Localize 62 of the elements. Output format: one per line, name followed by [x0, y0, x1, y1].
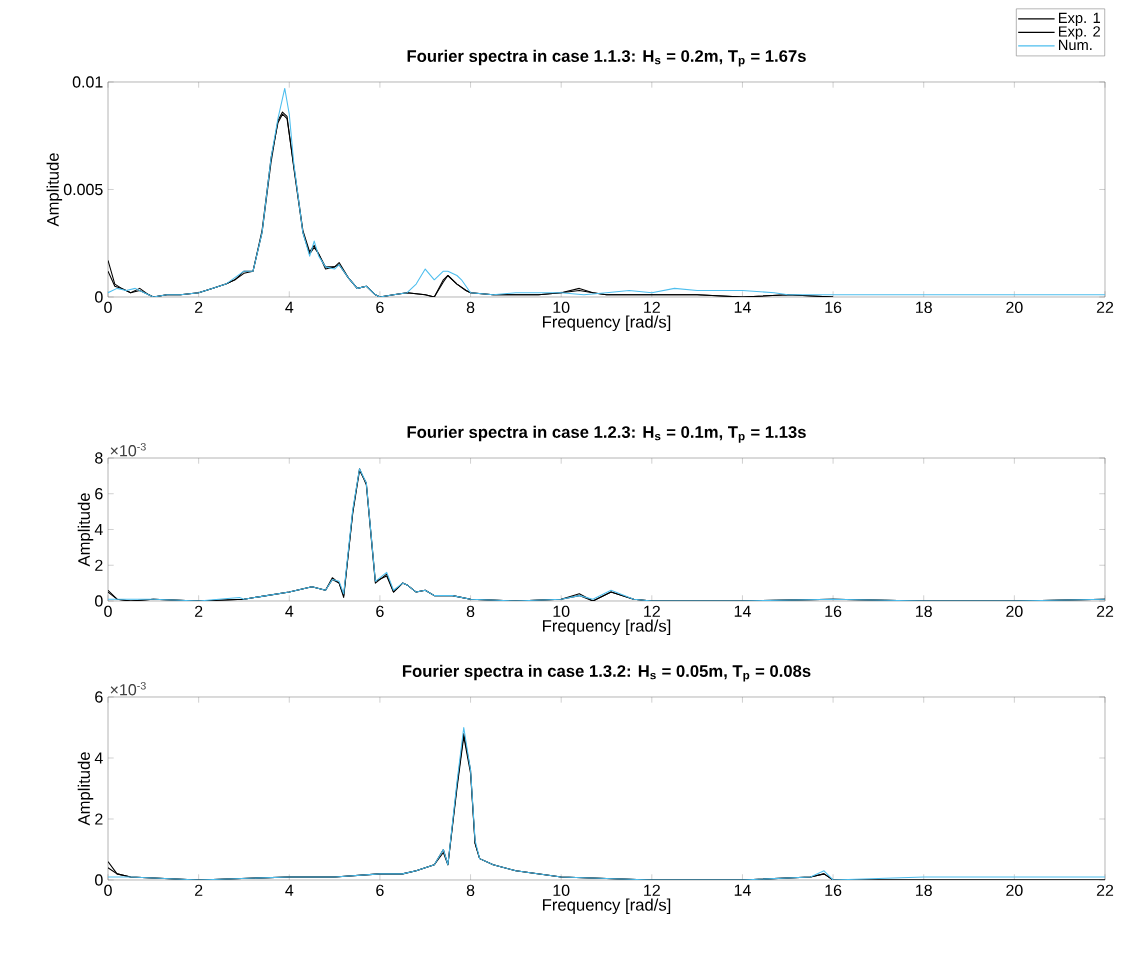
- x-tick-label: 2: [194, 884, 203, 896]
- x-tick-label: 6: [376, 301, 384, 314]
- y-tick-label: 0: [95, 595, 103, 607]
- x-tick-label: 10: [553, 884, 570, 897]
- x-axis-title: Frequency [rad/s]: [543, 315, 671, 332]
- x-axis-title: Frequency [rad/s]: [543, 898, 671, 915]
- y-axis-title: Amplitude: [46, 153, 63, 227]
- y-tick-label: 0: [95, 291, 103, 303]
- x-tick-label: 22: [1096, 884, 1114, 896]
- y-tick-label: 4: [94, 752, 103, 764]
- y-tick-label: 2: [95, 813, 103, 825]
- y-tick-label: 0: [95, 874, 103, 886]
- x-tick-label: 14: [734, 301, 751, 313]
- x-tick-label: 4: [285, 884, 294, 896]
- chart-title: Fourier spectra in case 1.2.3: H$_{s}$ = 0.1m, T$_{p}$ = 1.13s: [407, 425, 806, 443]
- x-tick-label: 12: [644, 301, 660, 313]
- x-tick-label: 10: [553, 605, 570, 618]
- x-tick-label: 16: [825, 301, 842, 314]
- x-tick-label: 14: [734, 884, 751, 896]
- legend-label: Exp. 2: [1059, 26, 1100, 40]
- x-tick-label: 8: [466, 301, 475, 314]
- x-tick-label: 0: [104, 884, 112, 897]
- chart-title: Fourier spectra in case 1.3.2: H$_{s}$ = 0.05m, T$_{p}$ = 0.08s: [402, 664, 811, 682]
- y-tick-label: 6: [95, 488, 103, 500]
- x-tick-label: 20: [1006, 605, 1023, 618]
- x-tick-label: 20: [1006, 301, 1023, 314]
- text: ×10$^{-3}$: [110, 681, 146, 696]
- x-tick-label: 8: [466, 884, 475, 897]
- x-tick-label: 14: [734, 605, 751, 617]
- x-tick-label: 20: [1006, 884, 1023, 897]
- x-tick-label: 0: [104, 301, 112, 314]
- text: ×10$^{-3}$: [110, 442, 146, 457]
- x-tick-label: 4: [285, 301, 294, 313]
- legend-label: Exp. 1: [1059, 12, 1101, 26]
- chart-title: Fourier spectra in case 1.1.3: H$_{s}$ = 0.2m, T$_{p}$ = 1.67s: [407, 49, 806, 67]
- x-axis-title: Frequency [rad/s]: [543, 619, 671, 636]
- y-tick-label: 2: [95, 559, 103, 571]
- legend-label: Num.: [1059, 39, 1092, 51]
- x-tick-label: 22: [1096, 605, 1114, 617]
- x-tick-label: 4: [285, 605, 294, 617]
- x-tick-label: 8: [466, 605, 475, 618]
- x-tick-label: 18: [916, 301, 932, 314]
- x-tick-label: 0: [104, 605, 112, 618]
- x-tick-label: 2: [194, 301, 203, 313]
- x-tick-label: 18: [916, 605, 932, 618]
- x-tick-label: 12: [644, 884, 660, 896]
- y-axis-title: Amplitude: [77, 752, 94, 826]
- y-tick-label: 6: [95, 691, 103, 703]
- x-tick-label: 18: [916, 884, 932, 897]
- x-tick-label: 16: [825, 605, 842, 618]
- x-tick-label: 6: [376, 605, 384, 618]
- y-axis-title: Amplitude: [77, 493, 94, 567]
- y-tick-label: 4: [94, 524, 103, 535]
- y-tick-label: 0.005: [63, 183, 103, 196]
- x-tick-label: 10: [553, 301, 570, 314]
- x-tick-label: 12: [644, 605, 660, 617]
- y-tick-label: 8: [95, 452, 103, 464]
- x-tick-label: 16: [825, 884, 842, 897]
- x-tick-label: 6: [376, 884, 384, 897]
- x-tick-label: 22: [1096, 301, 1114, 313]
- x-tick-label: 2: [194, 605, 203, 617]
- y-tick-label: 0.01: [72, 76, 103, 88]
